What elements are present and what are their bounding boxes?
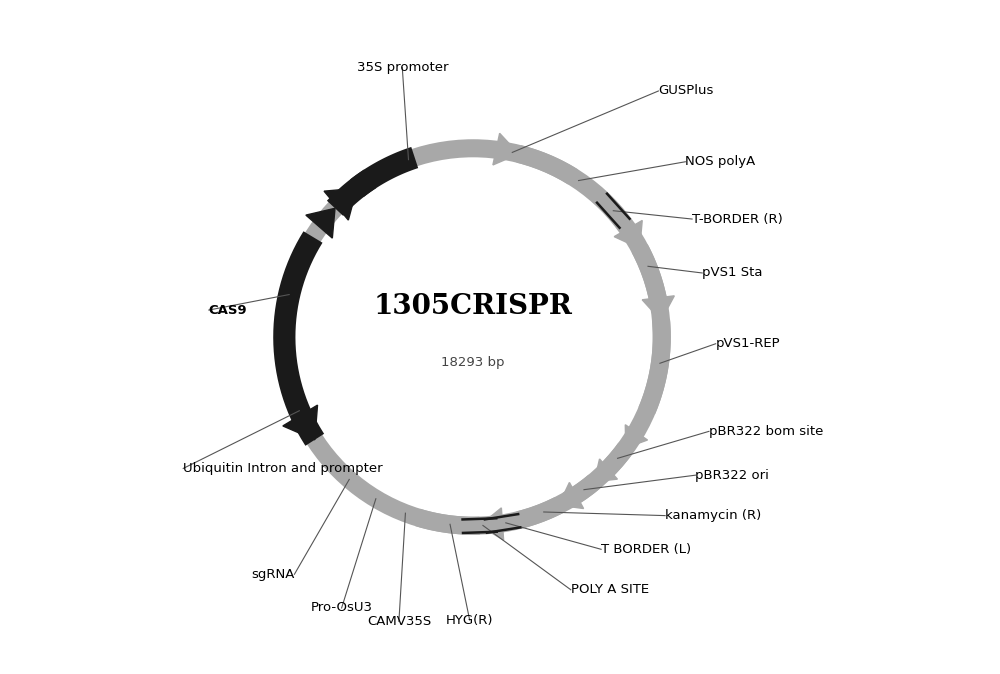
Text: CAMV35S: CAMV35S (367, 615, 431, 628)
Text: NOS polyA: NOS polyA (685, 155, 756, 168)
Text: T-BORDER (R): T-BORDER (R) (692, 212, 783, 226)
Text: pBR322 ori: pBR322 ori (695, 468, 769, 482)
Polygon shape (480, 508, 504, 540)
Polygon shape (614, 220, 642, 249)
Polygon shape (594, 459, 617, 481)
Polygon shape (493, 133, 519, 165)
Text: GUSPlus: GUSPlus (658, 84, 714, 98)
Text: POLY A SITE: POLY A SITE (571, 583, 649, 596)
Text: CAS9: CAS9 (209, 303, 247, 317)
Polygon shape (625, 425, 648, 448)
Polygon shape (306, 208, 335, 238)
Text: Pro-OsU3: Pro-OsU3 (311, 601, 373, 615)
Text: sgRNA: sgRNA (251, 568, 294, 581)
Polygon shape (324, 188, 357, 220)
Text: pVS1 Sta: pVS1 Sta (702, 266, 763, 280)
Text: kanamycin (R): kanamycin (R) (665, 509, 761, 522)
Text: pVS1-REP: pVS1-REP (716, 337, 780, 350)
Text: T BORDER (L): T BORDER (L) (601, 543, 691, 556)
Polygon shape (559, 483, 584, 509)
Text: 35S promoter: 35S promoter (357, 61, 448, 74)
Text: 18293 bp: 18293 bp (441, 356, 505, 369)
Text: HYG(R): HYG(R) (446, 613, 493, 627)
Polygon shape (642, 296, 674, 321)
Text: Ubiquitin Intron and prompter: Ubiquitin Intron and prompter (183, 462, 383, 475)
Polygon shape (283, 405, 318, 439)
Text: 1305CRISPR: 1305CRISPR (374, 293, 572, 320)
Text: pBR322 bom site: pBR322 bom site (709, 425, 823, 438)
